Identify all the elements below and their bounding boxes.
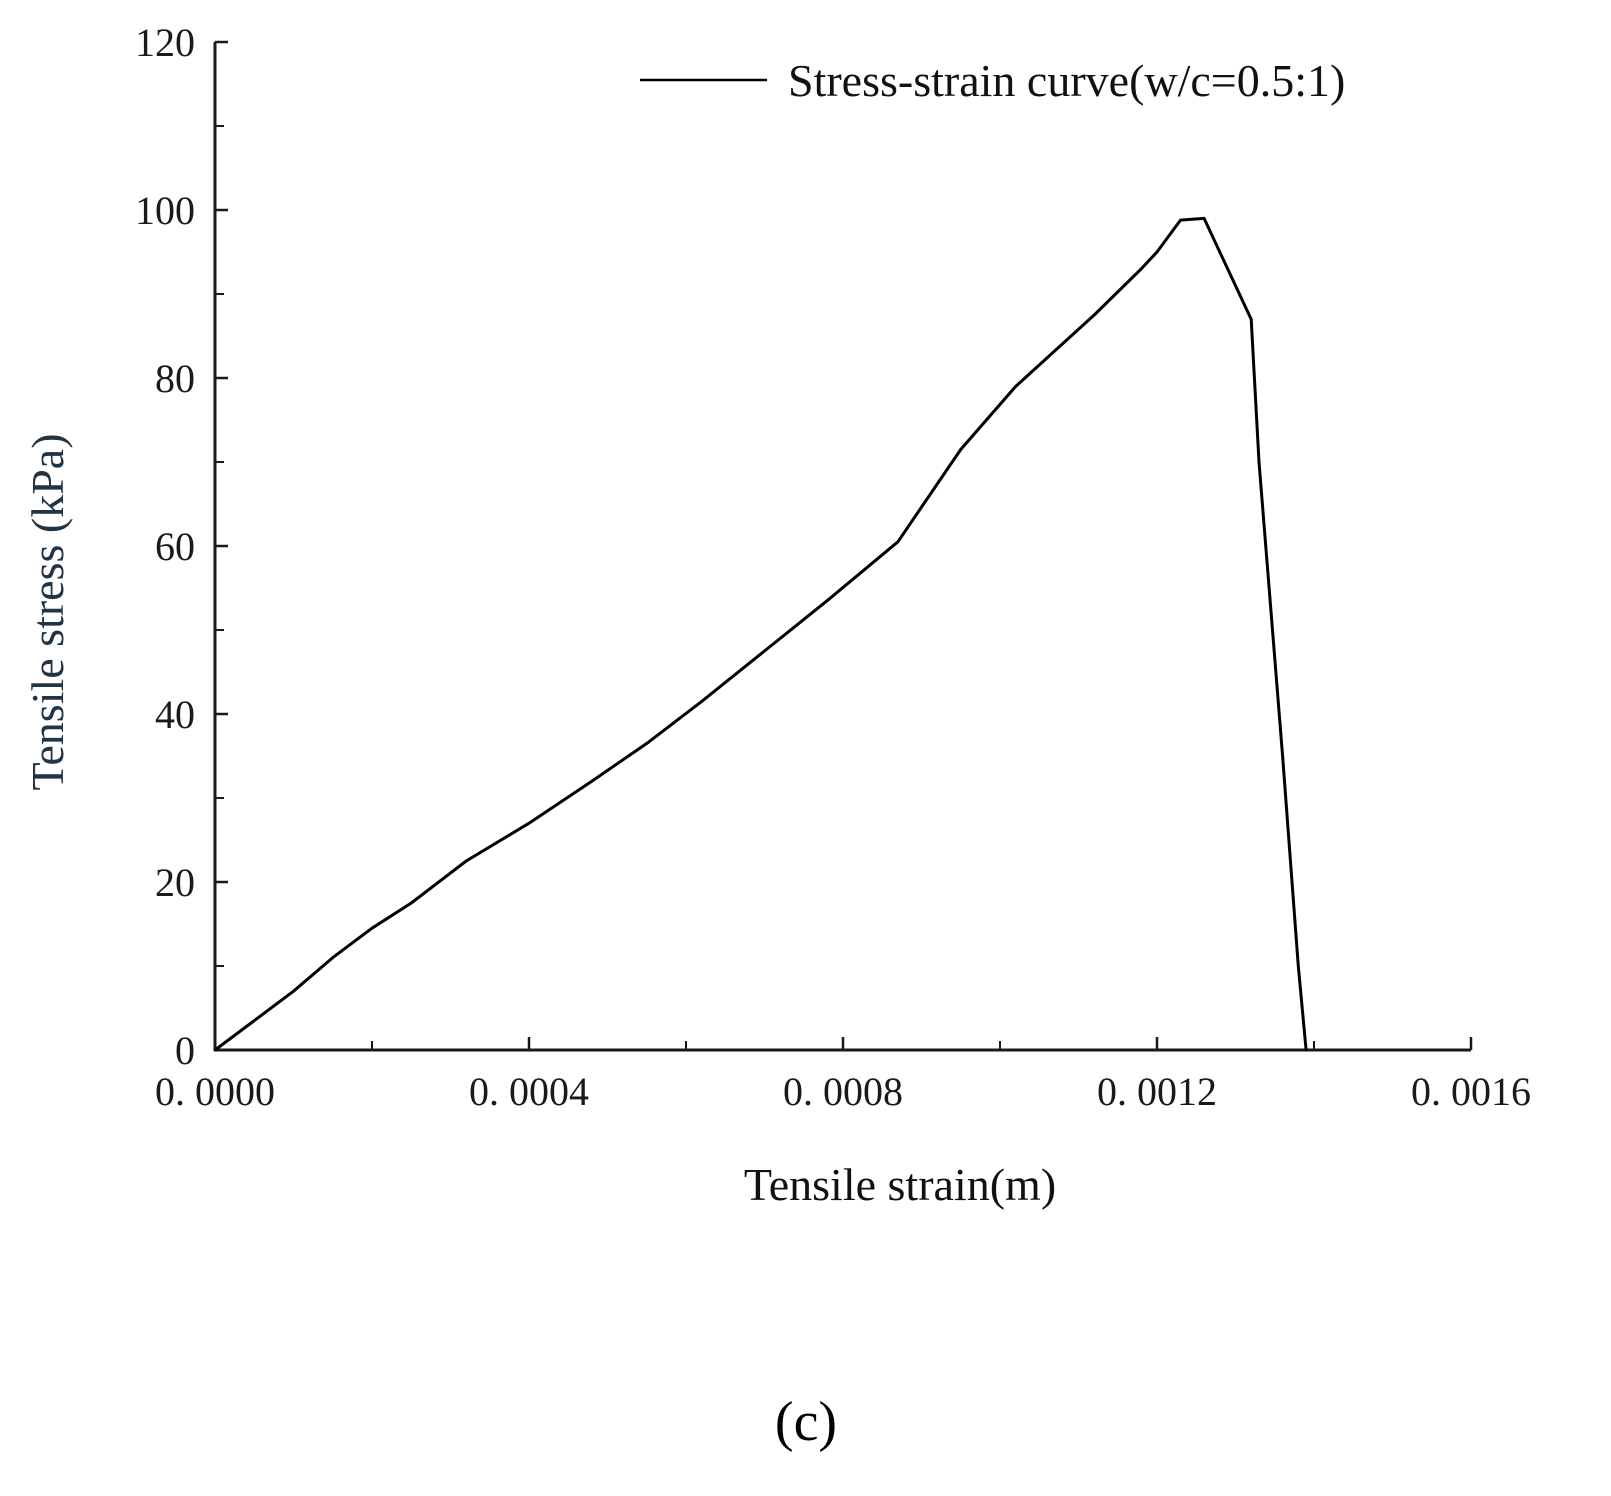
x-tick-label: 0. 0000 <box>155 1069 275 1114</box>
series <box>213 216 1308 1052</box>
y-tick-label: 20 <box>155 860 195 905</box>
legend: Stress-strain curve(w/c=0.5:1) <box>640 55 1345 106</box>
y-axis-title: Tensile stress (kPa) <box>22 433 73 790</box>
y-tick-label: 60 <box>155 524 195 569</box>
legend-label: Stress-strain curve(w/c=0.5:1) <box>788 55 1345 106</box>
y-tick-label: 40 <box>155 692 195 737</box>
series-line <box>213 216 1308 1052</box>
x-tick-label: 0. 0012 <box>1097 1069 1217 1114</box>
y-tick-label: 0 <box>175 1028 195 1073</box>
y-tick-label: 120 <box>135 20 195 65</box>
ticks: 0. 0000 0. 0004 0. 0008 0. 0012 0. 0016 0 20 40… <box>135 20 1531 1114</box>
panel-label: (c) <box>775 1391 837 1453</box>
x-tick-label: 0. 0016 <box>1411 1069 1531 1114</box>
y-tick-label: 80 <box>155 356 195 401</box>
x-tick-label: 0. 0008 <box>783 1069 903 1114</box>
x-tick-label: 0. 0004 <box>469 1069 589 1114</box>
axes <box>213 42 1471 1052</box>
y-tick-label: 100 <box>135 188 195 233</box>
x-axis-title: Tensile strain(m) <box>744 1159 1056 1210</box>
